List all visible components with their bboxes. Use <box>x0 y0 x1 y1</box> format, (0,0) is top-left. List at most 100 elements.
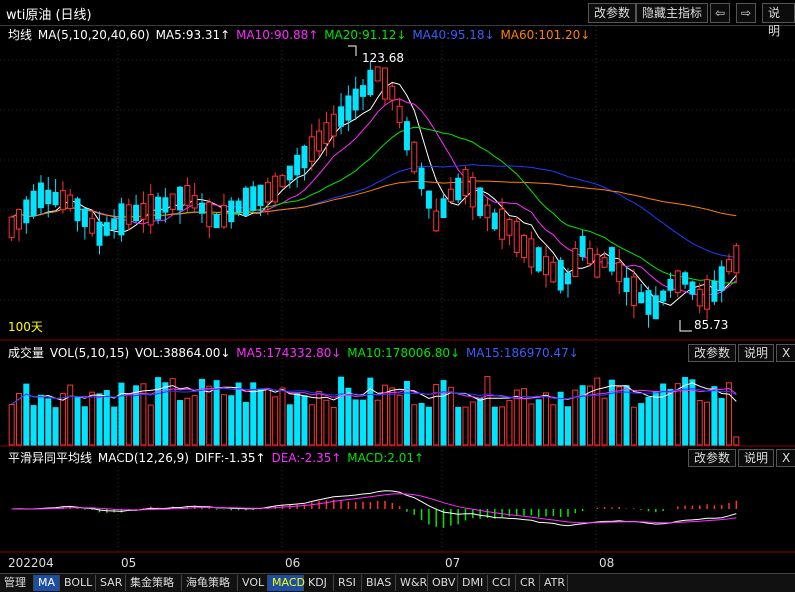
legend-ma60: MA60:101.20↓ <box>500 28 591 42</box>
candle-body <box>550 261 557 283</box>
tab-vol[interactable]: VOL <box>238 575 268 591</box>
candle-body <box>513 220 520 253</box>
volume-bar <box>726 382 733 446</box>
legend-ma40: MA40:95.18↓ <box>412 28 495 42</box>
candle-body <box>206 201 213 228</box>
price-legend-params: MA(5,10,20,40,60) <box>37 28 150 42</box>
legend-diff: DIFF:-1.35↑ <box>194 451 266 465</box>
date-tick-label: 202204 <box>8 556 54 570</box>
candle-body <box>345 95 352 121</box>
candle-body <box>250 186 257 211</box>
tab-bias[interactable]: BIAS <box>362 575 396 591</box>
macd-help-button[interactable]: 说明 <box>738 449 775 467</box>
ma-lines <box>11 81 737 306</box>
volume-bar <box>52 407 59 446</box>
volume-bar <box>125 393 132 446</box>
volume-bar <box>528 403 535 446</box>
candle-body <box>286 165 293 181</box>
volume-bar <box>257 389 264 446</box>
candle-body <box>15 209 22 230</box>
tab-集金策略[interactable]: 集金策略 <box>126 575 182 591</box>
volume-bar <box>294 393 301 446</box>
volume-bar <box>367 377 374 446</box>
tab-海龟策略[interactable]: 海龟策略 <box>182 575 238 591</box>
edit-params-button[interactable]: 改参数 <box>588 3 637 23</box>
candle-body <box>177 186 184 211</box>
legend-vol-ma10: MA10:178006.80↓ <box>347 346 461 360</box>
tab-ma[interactable]: MA <box>34 575 60 591</box>
volume-bar <box>133 385 140 446</box>
volume-bar <box>440 380 447 446</box>
candle-body <box>594 253 601 278</box>
volume-bar <box>535 399 542 446</box>
volume-help-button[interactable]: 说明 <box>738 344 775 362</box>
tab-boll[interactable]: BOLL <box>60 575 96 591</box>
hide-main-indicator-button[interactable]: 隐藏主指标 <box>636 3 709 23</box>
indicator-tabs: 管理 MA BOLL SAR 集金策略 海龟策略 VOL MACD KDJ RSI BIAS W&R O… <box>0 573 795 592</box>
macd-close-icon[interactable]: X <box>776 449 795 467</box>
legend-vol: VOL:38864.00↓ <box>134 346 231 360</box>
candle-body <box>704 279 711 310</box>
volume-bar <box>564 406 571 446</box>
candle-body <box>330 113 337 137</box>
candle-body <box>37 182 44 209</box>
macd-legend: 平滑异同平均线 MACD(12,26,9) DIFF:-1.35↑ DEA:-2… <box>8 449 426 466</box>
next-arrow-icon[interactable]: ⇨ <box>736 3 756 23</box>
tab-w&r[interactable]: W&R <box>396 575 428 591</box>
tab-sar[interactable]: SAR <box>96 575 126 591</box>
candle-body <box>59 190 66 211</box>
volume-bar <box>455 406 462 446</box>
volume-bar <box>623 385 630 446</box>
candle-body <box>608 247 615 272</box>
volume-bar <box>103 390 110 446</box>
tab-dmi[interactable]: DMI <box>458 575 488 591</box>
volume-bar <box>543 392 550 446</box>
tab-obv[interactable]: OBV <box>428 575 458 591</box>
candle-body <box>272 175 279 203</box>
candle-body <box>352 88 359 111</box>
legend-vol-ma15: MA15:186970.47↓ <box>465 346 579 360</box>
candle-body <box>45 189 52 205</box>
candle-body <box>469 176 476 208</box>
legend-ma5: MA5:93.31↑ <box>155 28 231 42</box>
macd-params-button[interactable]: 改参数 <box>688 449 737 467</box>
candle-body <box>235 200 242 213</box>
grid <box>0 26 795 553</box>
volume-bar <box>206 385 213 446</box>
title-bar: wti原油 (日线) 改参数 隐藏主指标 ⇦ ⇨ 说明 <box>0 0 795 38</box>
candle-body <box>447 188 454 203</box>
date-axis: 202204 05 06 07 08 <box>8 556 614 570</box>
candle-body <box>103 222 110 236</box>
tab-atr[interactable]: ATR <box>540 575 568 591</box>
annotations: 123.68 85.73 100天 <box>8 45 728 334</box>
volume-close-icon[interactable]: X <box>776 344 795 362</box>
volume-bar <box>111 406 118 446</box>
volume-bar <box>177 400 184 446</box>
tab-管理[interactable]: 管理 <box>0 575 34 591</box>
tab-cci[interactable]: CCI <box>488 575 516 591</box>
window-title: wti原油 (日线) <box>6 8 92 23</box>
tab-macd[interactable]: MACD <box>268 575 305 591</box>
volume-bar <box>667 389 674 446</box>
volume-params-button[interactable]: 改参数 <box>688 344 737 362</box>
candle-body <box>411 141 418 173</box>
prev-arrow-icon[interactable]: ⇦ <box>710 3 730 23</box>
volume-bar <box>469 401 476 446</box>
volume-ma-lines <box>11 382 737 405</box>
ma5-line <box>11 81 737 306</box>
date-tick-label: 05 <box>121 556 136 570</box>
volume-bar <box>389 387 396 446</box>
candle-body <box>8 216 15 239</box>
candle-body <box>543 256 550 276</box>
volume-bar <box>360 399 367 446</box>
volume-bar <box>316 390 323 446</box>
candle-body <box>601 257 608 268</box>
tab-kdj[interactable]: KDJ <box>304 575 334 591</box>
volume-bar <box>96 393 103 446</box>
tab-rsi[interactable]: RSI <box>334 575 362 591</box>
candle-body <box>726 259 733 273</box>
volume-bar <box>323 399 330 446</box>
candle-body <box>484 204 491 219</box>
volume-bar <box>272 396 279 446</box>
tab-cr[interactable]: CR <box>516 575 540 591</box>
